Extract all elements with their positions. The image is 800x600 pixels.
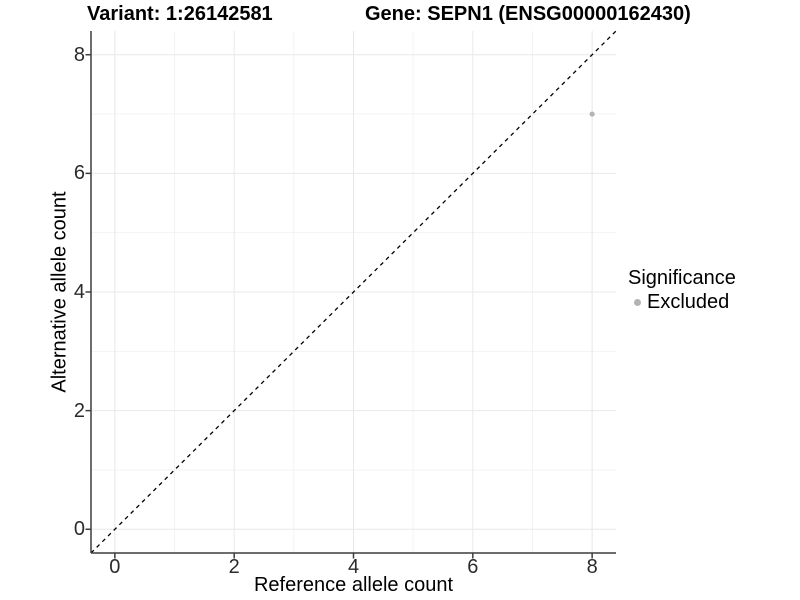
x-tick-label: 8: [586, 556, 598, 578]
legend-item-label: Excluded: [647, 291, 730, 313]
excluded-point-swatch-icon: [634, 298, 641, 306]
plot-title-gene: Gene: SEPN1 (ENSG00000162430): [365, 3, 691, 25]
legend-title: Significance: [628, 267, 736, 289]
x-tick-label: 6: [467, 556, 479, 578]
x-tick-label: 2: [228, 556, 240, 578]
y-tick-label: 4: [73, 281, 85, 303]
y-tick-label: 6: [73, 162, 85, 185]
x-tick-label: 0: [109, 556, 121, 578]
x-axis-label: Reference allele count: [253, 574, 453, 596]
y-tick-label: 2: [73, 399, 85, 422]
y-tick-label: 0: [73, 518, 85, 541]
y-tick-label: 8: [73, 43, 85, 66]
plot-title-variant: Variant: 1:26142581: [87, 3, 273, 25]
x-tick-label: 4: [347, 556, 360, 578]
legend-item-excluded: Excluded: [628, 291, 736, 313]
legend: Significance Excluded: [628, 267, 736, 313]
identity-reference-line: [90, 30, 617, 554]
data-point: [589, 111, 595, 117]
y-axis-label: Alternative allele count: [48, 191, 71, 393]
